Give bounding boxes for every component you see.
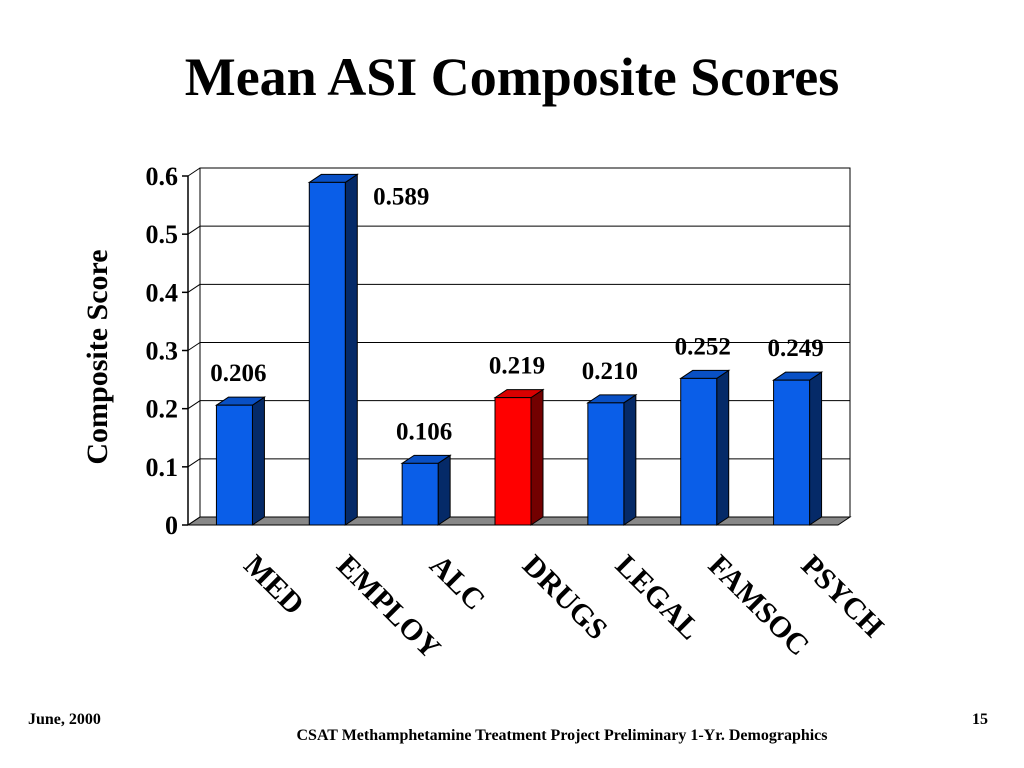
y-tick-label: 0.4	[146, 278, 179, 307]
footer-date: June, 2000	[28, 711, 101, 728]
grid-line-side	[187, 516, 201, 526]
bar	[680, 377, 718, 526]
y-tick-label: 0.1	[146, 453, 179, 482]
chart-title: Mean ASI Composite Scores	[185, 47, 840, 107]
value-label: 0.249	[767, 335, 823, 362]
x-tick-label: MED	[237, 549, 310, 622]
x-tick-label: ALC	[423, 549, 491, 617]
y-tick-label: 0.5	[146, 220, 179, 249]
bar	[773, 379, 811, 526]
grid-line-side	[187, 225, 201, 235]
y-tick-label: 0.2	[146, 395, 179, 424]
value-label: 0.252	[675, 333, 731, 360]
x-tick-label: LEGAL	[609, 549, 707, 647]
x-tick-label: DRUGS	[516, 549, 614, 647]
grid-line-side	[187, 400, 201, 410]
y-tick-label: 0.3	[146, 337, 179, 366]
bar-side	[344, 173, 358, 526]
bar	[215, 404, 253, 526]
y-axis-title: Composite Score	[81, 249, 114, 464]
footer-page: 15	[972, 711, 988, 728]
bar	[308, 181, 346, 526]
bar-side	[437, 454, 451, 526]
grid-line-side	[187, 283, 201, 293]
value-label: 0.589	[373, 183, 429, 210]
bar-side	[530, 388, 544, 526]
bar	[401, 462, 439, 526]
y-tick-label: 0	[165, 511, 178, 540]
grid-line-side	[187, 342, 201, 351]
value-label: 0.106	[396, 418, 452, 445]
bar	[494, 397, 532, 526]
bar-side	[251, 396, 265, 526]
bar	[587, 402, 625, 526]
value-label: 0.206	[210, 360, 266, 387]
grid-line-side	[187, 167, 201, 177]
value-label: 0.210	[582, 358, 638, 385]
grid-line-side	[187, 458, 201, 468]
y-tick-label: 0.6	[146, 162, 179, 191]
bar-side	[809, 371, 823, 526]
bar-side	[623, 393, 637, 526]
value-label: 0.219	[489, 353, 545, 380]
x-tick-label: FAMSOC	[702, 549, 816, 663]
x-tick-label: PSYCH	[795, 549, 890, 644]
bar-side	[716, 369, 730, 526]
footer-text: CSAT Methamphetamine Treatment Project P…	[296, 727, 827, 744]
